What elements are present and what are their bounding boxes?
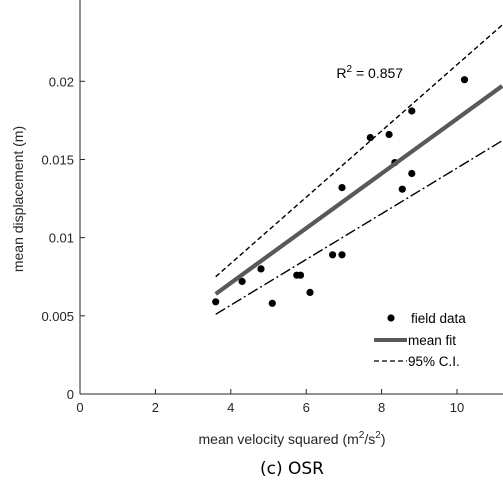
x-axis-label-sup-2: 2 [375,430,381,441]
data-point [366,134,374,142]
data-point [329,251,337,259]
legend: field data mean fit 95% C.I. [374,311,466,369]
x-tick-label: 4 [227,400,234,415]
data-point [257,265,265,273]
data-point [268,299,276,307]
x-tick-label: 8 [378,400,385,415]
axes-layer: 0 2 4 6 8 10 0 0.005 0.01 0.015 0.02 [41,0,503,415]
data-point [408,107,416,115]
legend-swatch-field-data [387,314,395,322]
r-squared-prefix: R [336,65,346,81]
legend-label-mean-fit: mean fit [408,333,456,348]
x-axis-label-mid: /s [364,431,375,447]
x-axis-label-sup-1: 2 [359,430,365,441]
legend-label-ci: 95% C.I. [408,354,460,369]
data-point [338,251,346,259]
y-tick-label: 0.02 [49,74,74,89]
ci-upper-line [215,24,503,278]
x-tick-label: 2 [152,400,159,415]
ci-lower-line [215,140,503,315]
y-tick-label: 0.005 [41,309,74,324]
data-point [306,288,314,296]
data-point [408,169,416,178]
x-axis-label-text: mean velocity squared (m [199,431,359,447]
data-point [398,185,406,193]
y-tick-label: 0.01 [49,231,74,246]
x-axis-label: mean velocity squared (m2/s2) [199,430,386,447]
data-point [296,271,305,279]
x-tick-label: 6 [303,400,310,415]
r-squared-annotation: R2 = 0.857 [336,64,403,81]
x-axis-label-end: ) [381,431,386,447]
r-squared-value: = 0.857 [352,65,403,81]
data-point [460,76,469,84]
mean-fit-line [214,84,503,296]
y-axis-label: mean displacement (m) [10,126,26,272]
figure-caption: (c) OSR [260,459,324,479]
r-squared-sup: 2 [347,64,353,75]
data-point [385,130,393,139]
x-tick-label: 0 [76,400,83,415]
data-point [238,277,246,285]
y-tick-label: 0 [67,387,74,402]
x-tick-label: 10 [450,400,464,415]
legend-label-field-data: field data [411,311,466,326]
plot-layer [212,24,503,315]
y-tick-label: 0.015 [41,152,74,167]
data-point [212,298,220,306]
data-point [338,184,346,192]
